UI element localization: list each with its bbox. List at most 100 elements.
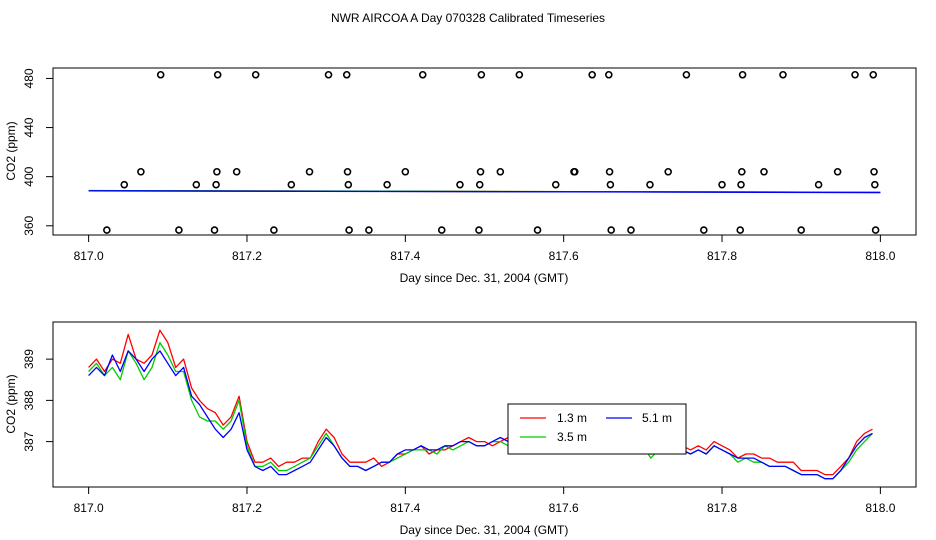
top-y-axis: 360 400 440 480 <box>22 68 53 236</box>
bottom-y-tick-label: 388 <box>22 390 36 410</box>
calibration-point <box>738 70 747 79</box>
bottom-x-axis: 817.0 817.2 817.4 817.6 817.8 818.0 <box>74 487 896 515</box>
calibration-point <box>251 70 260 79</box>
calibration-point <box>871 226 880 234</box>
top-x-axis-label: Day since Dec. 31, 2004 (GMT) <box>400 271 569 285</box>
bottom-y-axis: 387 388 389 <box>22 349 53 452</box>
top-y-tick-label: 480 <box>22 68 36 88</box>
calibration-point <box>103 226 111 234</box>
calibration-point <box>605 167 614 176</box>
bottom-x-tick-label: 817.0 <box>74 501 104 515</box>
calibration-point <box>175 226 183 234</box>
top-plot-frame <box>52 67 917 236</box>
bottom-plot-frame <box>52 321 917 488</box>
calibration-point <box>606 180 615 189</box>
calibration-point <box>718 180 726 189</box>
calibration-point <box>120 180 129 189</box>
calibration-point <box>324 70 333 79</box>
calibration-point <box>570 167 579 176</box>
calibration-point <box>365 226 373 234</box>
bottom-series-group <box>88 329 873 480</box>
calibration-point <box>212 180 220 189</box>
top-x-tick-label: 817.8 <box>707 249 737 263</box>
top-y-tick-label: 360 <box>22 215 36 235</box>
calibration-point <box>342 70 351 79</box>
top-y-tick-label: 400 <box>22 166 36 186</box>
bottom-x-tick-label: 817.2 <box>232 501 262 515</box>
legend-label-1-3m: 1.3 m <box>557 411 587 425</box>
calibration-point <box>664 167 672 176</box>
calibration-point <box>156 70 165 79</box>
calibration-point <box>736 226 745 234</box>
bottom-x-tick-label: 817.8 <box>707 501 737 515</box>
calibration-point <box>700 226 708 234</box>
bottom-y-axis-label: CO2 (ppm) <box>4 374 18 433</box>
legend-box <box>507 403 687 455</box>
top-y-tick-label: 440 <box>22 117 36 137</box>
calibration-point <box>477 70 486 79</box>
bottom-x-axis-label: Day since Dec. 31, 2004 (GMT) <box>400 523 569 537</box>
calibration-point <box>551 180 560 189</box>
calibration-point <box>851 70 859 79</box>
calibration-point <box>232 167 241 176</box>
calibration-point <box>797 226 805 234</box>
calibration-point <box>343 167 352 176</box>
calibration-point <box>456 180 464 189</box>
legend-label-5-1m: 5.1 m <box>642 411 672 425</box>
top-calibration-points <box>103 70 880 234</box>
calibration-point <box>476 167 485 176</box>
top-x-tick-label: 818.0 <box>865 249 895 263</box>
calibration-point <box>344 180 353 189</box>
calibration-point <box>737 180 745 189</box>
top-x-tick-label: 817.0 <box>74 249 104 263</box>
calibration-point <box>213 70 222 79</box>
top-x-tick-label: 817.2 <box>232 249 262 263</box>
calibration-point <box>475 226 483 234</box>
bottom-panel: 817.0 817.2 817.4 817.6 817.8 818.0 387 388 389… <box>4 321 917 537</box>
calibration-point <box>627 226 635 234</box>
calibration-point <box>137 167 145 176</box>
calibration-point <box>437 226 446 234</box>
top-x-axis: 817.0 817.2 817.4 817.6 817.8 818.0 <box>74 235 896 263</box>
top-x-tick-label: 817.4 <box>390 249 420 263</box>
calibration-point <box>383 180 391 189</box>
series-line-5-1-m <box>88 350 873 480</box>
top-y-axis-label: CO2 (ppm) <box>4 121 18 180</box>
top-series-line <box>88 190 881 194</box>
calibration-point <box>213 167 221 176</box>
legend: 1.3 m 5.1 m 3.5 m <box>507 403 687 455</box>
bottom-y-tick-label: 387 <box>22 431 36 451</box>
bottom-x-tick-label: 818.0 <box>865 501 895 515</box>
calibration-point <box>418 70 427 79</box>
calibration-point <box>646 180 654 189</box>
calibration-point <box>287 180 296 189</box>
calibration-point <box>869 70 878 79</box>
figure-title: NWR AIRCOA A Day 070328 Calibrated Times… <box>331 11 605 25</box>
calibration-point <box>496 167 505 176</box>
bottom-y-tick-label: 389 <box>22 349 36 369</box>
calibration-point <box>515 70 524 79</box>
top-panel: 817.0 817.2 817.4 817.6 817.8 818.0 360 400 440… <box>4 67 917 285</box>
calibration-point <box>760 167 768 176</box>
top-series-group <box>88 189 881 194</box>
legend-label-3-5m: 3.5 m <box>557 430 587 444</box>
calibration-point <box>210 226 219 234</box>
bottom-x-tick-label: 817.4 <box>390 501 420 515</box>
calibration-point <box>605 70 613 79</box>
calibration-point <box>270 226 278 234</box>
calibration-point <box>588 70 596 79</box>
calibration-point <box>607 226 615 234</box>
bottom-x-tick-label: 817.6 <box>549 501 579 515</box>
calibration-point <box>871 180 879 189</box>
calibration-point <box>682 70 691 79</box>
calibration-point <box>870 167 878 176</box>
calibration-point <box>345 226 353 234</box>
calibration-point <box>192 180 201 189</box>
calibration-point <box>738 167 746 176</box>
calibration-point <box>401 167 410 176</box>
calibration-point <box>779 70 787 79</box>
calibration-point <box>533 226 542 234</box>
series-line-1-3-m <box>88 329 873 476</box>
top-x-tick-label: 817.6 <box>549 249 579 263</box>
